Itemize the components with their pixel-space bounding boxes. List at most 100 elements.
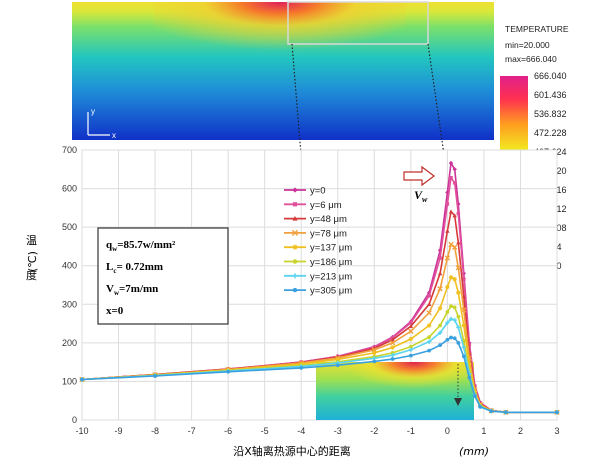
data-point [461, 323, 467, 328]
velocity-arrow [403, 165, 435, 187]
zoom-line-left [291, 43, 319, 363]
x-tick-label: -2 [370, 426, 378, 436]
data-point [448, 160, 454, 166]
data-point [426, 339, 432, 344]
legend-marker [292, 216, 298, 221]
data-point [461, 345, 467, 350]
data-point [452, 336, 457, 341]
contour-plot: y x [72, 1, 494, 140]
legend-label: y=48 μm [310, 214, 347, 225]
legend-label: y=137 μm [310, 243, 352, 254]
data-point [456, 201, 461, 207]
x-tick-label: -8 [151, 426, 159, 436]
data-point [456, 240, 461, 245]
data-point [426, 323, 432, 328]
data-point [472, 394, 477, 398]
y-axis-title-char-2: 度 [26, 268, 37, 282]
data-point [335, 357, 340, 362]
legend-label: y=6 μm [310, 200, 342, 211]
legend-marker [292, 244, 298, 250]
data-point [408, 344, 413, 349]
data-point [456, 340, 461, 345]
legend-label: y=0 [310, 186, 326, 197]
data-point [467, 361, 472, 367]
velocity-label: Vw [414, 188, 428, 204]
data-point [408, 328, 414, 334]
data-point [456, 211, 461, 216]
colorbar-title: TEMPERATURE [505, 24, 569, 34]
data-point [456, 314, 461, 319]
x-tick-label: -5 [261, 426, 269, 436]
data-point [409, 321, 413, 325]
data-point [451, 244, 458, 250]
contour-x-label: x [112, 131, 116, 140]
x-tick-label: -1 [407, 426, 415, 436]
legend-marker [292, 202, 298, 207]
data-point [449, 176, 453, 180]
x-axis-title: 沿X轴离热源中心的距离 [233, 444, 351, 458]
data-point [372, 350, 377, 356]
data-point [452, 277, 457, 282]
legend-marker [291, 229, 299, 236]
data-point [445, 320, 450, 325]
data-point [438, 343, 442, 348]
data-point [226, 369, 231, 374]
contour-axis-triad: y x [87, 107, 116, 140]
parameter-box: qw=85.7w/mm² Lc= 0.72mm Vw=7m/mn x=0 [97, 227, 229, 325]
zoom-box [287, 1, 429, 45]
inset-arrow-head [454, 398, 462, 406]
y-axis-title-char-1: 温 [26, 234, 37, 247]
data-point [467, 375, 472, 380]
data-point [390, 345, 395, 350]
x-tick-label: -6 [224, 426, 232, 436]
x-tick-label: 0 [445, 426, 450, 436]
inset-hotspot [316, 362, 474, 420]
data-point [153, 374, 157, 378]
data-point [426, 302, 432, 307]
data-point [489, 409, 494, 413]
colorbar-tick-label: 666.040 [534, 71, 567, 81]
zoom-line-right [427, 43, 475, 363]
x-tick-label: -3 [334, 426, 342, 436]
colorbar-tick-label: 601.436 [534, 90, 567, 100]
data-point [437, 330, 443, 336]
param-v: Vw=7m/mn [106, 283, 158, 297]
data-point [448, 316, 454, 322]
data-point [452, 167, 457, 172]
legend-label: y=186 μm [310, 257, 352, 268]
legend-label: y=78 μm [310, 228, 347, 239]
x-tick-label: 3 [554, 426, 559, 436]
data-point [335, 363, 340, 368]
param-l: Lc= 0.72mm [106, 261, 163, 275]
legend-marker [292, 273, 298, 279]
series-7 [80, 335, 559, 415]
contour-hotspot [153, 2, 407, 82]
x-axis-unit: (mm) [459, 445, 489, 458]
data-point [462, 277, 466, 281]
legend: y=0 y=6 μm y=48 μm y=78 μm y=137 μm y=186 μm y… [284, 186, 352, 297]
x-tick-label: -9 [115, 426, 123, 436]
legend-marker [292, 287, 298, 293]
data-point [449, 304, 453, 309]
x-tick-label: 2 [518, 426, 523, 436]
data-point [452, 317, 457, 323]
colorbar-tick-label: 472.228 [534, 128, 567, 138]
data-point [461, 354, 466, 359]
data-point [456, 325, 461, 330]
data-point [445, 228, 450, 233]
y-tick-label: 600 [62, 184, 77, 194]
x-tick-label: -10 [75, 426, 88, 436]
data-point [448, 275, 454, 280]
data-point [445, 284, 450, 290]
data-point [503, 410, 508, 415]
data-point [438, 323, 442, 328]
y-tick-label: 500 [62, 222, 77, 232]
x-tick-label: -7 [188, 426, 196, 436]
y-tick-label: 100 [62, 376, 77, 386]
data-point [461, 307, 467, 313]
data-point [372, 359, 377, 364]
data-point [390, 353, 395, 358]
data-point [390, 337, 395, 342]
